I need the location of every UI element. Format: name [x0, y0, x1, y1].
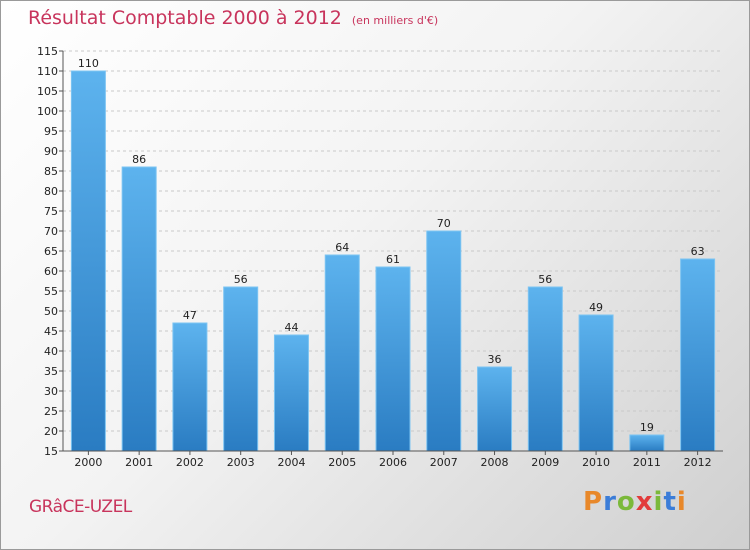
y-tick-label: 25 — [44, 405, 58, 418]
x-tick-label: 2004 — [277, 456, 305, 469]
bar — [426, 230, 462, 452]
bar — [223, 286, 259, 452]
y-tick-label: 85 — [44, 165, 58, 178]
logo-letter: i — [676, 487, 687, 517]
y-tick-label: 65 — [44, 245, 58, 258]
y-tick-label: 60 — [44, 265, 58, 278]
chart-title: Résultat Comptable 2000 à 2012 (en millie… — [28, 7, 438, 29]
y-tick-label: 80 — [44, 185, 58, 198]
bar-value-label: 56 — [538, 273, 552, 286]
x-tick-label: 2005 — [328, 456, 356, 469]
y-tick-label: 50 — [44, 305, 58, 318]
y-tick-label: 110 — [37, 65, 58, 78]
y-tick-label: 40 — [44, 345, 58, 358]
bar — [375, 266, 411, 452]
logo-letter: P — [583, 487, 604, 517]
bar-value-label: 36 — [488, 353, 502, 366]
proxiti-logo: Proxiti — [583, 487, 687, 517]
bar — [121, 166, 157, 452]
x-tick-label: 2012 — [684, 456, 712, 469]
logo-letter: o — [616, 487, 636, 517]
bar-value-label: 61 — [386, 253, 400, 266]
bar-value-label: 44 — [284, 321, 298, 334]
bar — [527, 286, 563, 452]
x-tick-label: 2001 — [125, 456, 153, 469]
bar-value-label: 49 — [589, 301, 603, 314]
y-tick-label: 90 — [44, 145, 58, 158]
bar-value-label: 47 — [183, 309, 197, 322]
bar-value-label: 110 — [78, 57, 99, 70]
logo-letter: x — [635, 487, 654, 517]
bar — [477, 366, 513, 452]
y-tick-label: 70 — [44, 225, 58, 238]
y-tick-label: 30 — [44, 385, 58, 398]
x-tick-label: 2008 — [481, 456, 509, 469]
bars: 110 86 47 56 44 64 61 70 36 56 49 19 63 — [70, 57, 716, 452]
bar-value-label: 86 — [132, 153, 146, 166]
x-tick-label: 2007 — [430, 456, 458, 469]
logo-letter: r — [603, 487, 617, 517]
y-tick-label: 75 — [44, 205, 58, 218]
bar — [273, 334, 309, 452]
y-tick-label: 45 — [44, 325, 58, 338]
x-tick-label: 2000 — [74, 456, 102, 469]
commune-name: GRâCE-UZEL — [29, 497, 132, 517]
bar-value-label: 19 — [640, 421, 654, 434]
y-tick-label: 105 — [37, 85, 58, 98]
logo-letter: t — [663, 487, 677, 517]
logo-letter: i — [653, 487, 664, 517]
bar — [629, 434, 665, 452]
y-tick-label: 15 — [44, 445, 58, 458]
x-tick-label: 2011 — [633, 456, 661, 469]
x-tick-label: 2009 — [531, 456, 559, 469]
x-tick-label: 2002 — [176, 456, 204, 469]
bar-value-label: 70 — [437, 217, 451, 230]
x-tick-label: 2010 — [582, 456, 610, 469]
y-tick-label: 35 — [44, 365, 58, 378]
bar-value-label: 63 — [691, 245, 705, 258]
chart-title-text: Résultat Comptable 2000 à 2012 — [28, 7, 342, 29]
y-tick-label: 20 — [44, 425, 58, 438]
bar-value-label: 64 — [335, 241, 349, 254]
y-tick-label: 55 — [44, 285, 58, 298]
bar — [172, 322, 208, 452]
bar-value-label: 56 — [234, 273, 248, 286]
bar — [680, 258, 716, 452]
bar — [70, 70, 106, 452]
bar — [578, 314, 614, 452]
chart-unit: (en milliers d'€) — [351, 14, 439, 27]
y-tick-label: 100 — [37, 105, 58, 118]
y-tick-label: 95 — [44, 125, 58, 138]
x-tick-label: 2003 — [227, 456, 255, 469]
bar — [324, 254, 360, 452]
axes: 15 20 25 30 35 40 45 50 55 60 65 70 75 80 85 90 95 100 105… — [37, 45, 723, 469]
y-tick-label: 115 — [37, 45, 58, 58]
x-tick-label: 2006 — [379, 456, 407, 469]
